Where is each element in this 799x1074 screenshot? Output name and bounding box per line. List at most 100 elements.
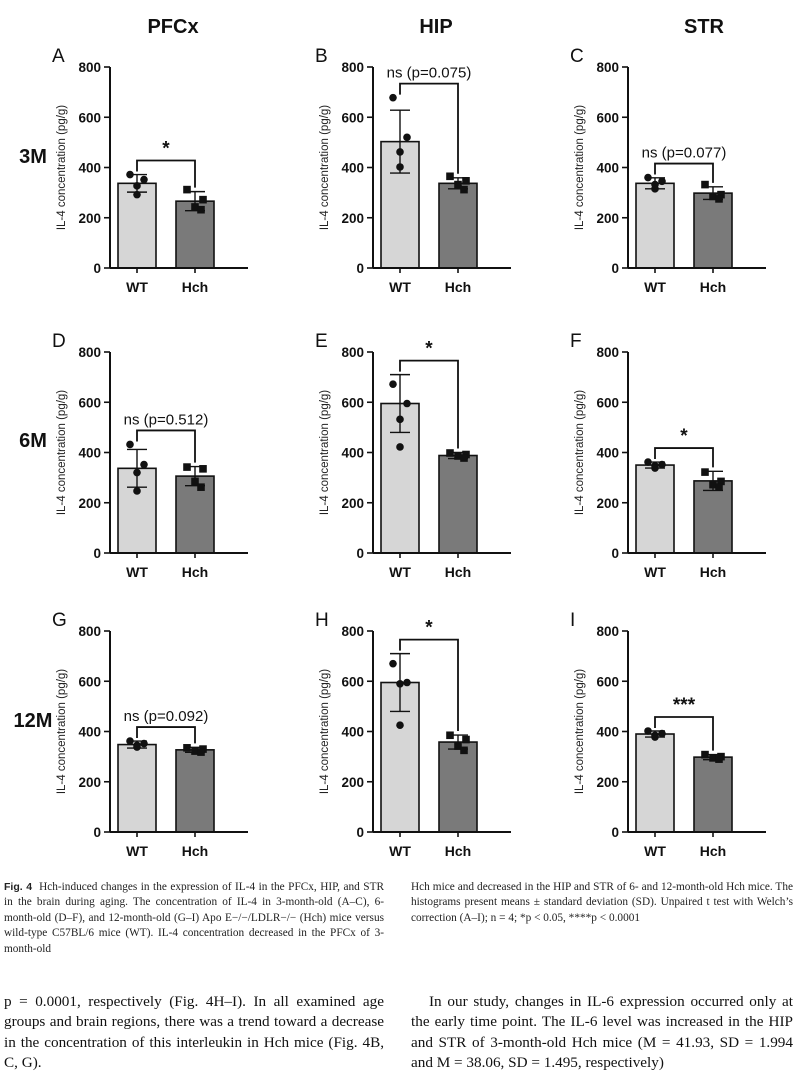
significance-bracket <box>654 716 714 751</box>
data-point-wt <box>403 678 411 687</box>
data-point-hch <box>199 195 207 204</box>
panel-letter: H <box>315 610 329 631</box>
x-tick-label-wt: WT <box>126 564 148 580</box>
x-tick-label-wt: WT <box>389 279 411 295</box>
data-point-wt <box>403 133 411 142</box>
data-point-hch <box>717 477 725 486</box>
data-point-wt <box>133 468 141 477</box>
y-tick-label: 200 <box>341 775 364 790</box>
bar-hch <box>693 756 733 833</box>
y-tick-label: 400 <box>341 446 364 461</box>
y-tick-label: 0 <box>93 825 101 840</box>
y-tick-label: 800 <box>78 60 101 75</box>
y-tick-label: 200 <box>341 496 364 511</box>
figure-caption-right: Hch mice and decreased in the HIP and ST… <box>411 880 793 926</box>
x-tick-label-hch: Hch <box>700 564 726 580</box>
data-point-hch <box>701 468 709 476</box>
bar-hch <box>693 480 733 554</box>
significance-bracket <box>399 359 459 449</box>
data-point-hch <box>709 754 717 762</box>
y-tick-label: 600 <box>341 395 364 410</box>
y-tick-label: 0 <box>611 261 619 276</box>
y-tick-label: 600 <box>596 395 619 410</box>
y-tick-label: 600 <box>78 110 101 125</box>
panel-letter: I <box>570 610 575 631</box>
y-tick-label: 400 <box>596 446 619 461</box>
data-point-hch <box>446 449 454 457</box>
data-point-wt <box>396 443 404 451</box>
data-point-hch <box>191 477 199 486</box>
data-point-wt <box>389 93 397 102</box>
y-tick-label: 0 <box>611 825 619 840</box>
x-tick-label-hch: Hch <box>445 279 471 295</box>
x-tick-label-wt: WT <box>389 564 411 580</box>
data-point-hch <box>701 750 709 759</box>
x-tick-label-hch: Hch <box>182 564 208 580</box>
data-point-hch <box>709 192 717 201</box>
data-point-wt <box>396 148 404 156</box>
data-point-wt <box>140 460 148 469</box>
y-tick-label: 200 <box>78 211 101 226</box>
data-point-wt <box>140 739 148 748</box>
bar-hch <box>438 182 478 269</box>
data-point-hch <box>715 195 723 203</box>
data-point-wt <box>396 163 404 171</box>
panel-letter: A <box>52 46 65 67</box>
y-axis-label: IL-4 concentration (pg/g) <box>574 390 586 515</box>
y-tick-label: 200 <box>596 496 619 511</box>
x-tick-label-hch: Hch <box>445 564 471 580</box>
panel-i: I IL-4 concentration (pg/g) 0 200 400 600 800 W… <box>570 610 766 859</box>
data-point-wt <box>126 440 134 449</box>
data-point-wt <box>396 415 404 424</box>
caption-right-text: Hch mice and decreased in the HIP and ST… <box>411 881 793 924</box>
significance-label: *** <box>673 695 696 716</box>
x-tick-label-wt: WT <box>126 279 148 295</box>
panel-letter: B <box>315 46 328 67</box>
data-point-hch <box>460 454 468 462</box>
x-tick-label-wt: WT <box>644 564 666 580</box>
row-label-6m: 6M <box>19 430 47 452</box>
data-point-wt <box>126 170 134 179</box>
panel-f: F IL-4 concentration (pg/g) 0 200 400 600 800 W… <box>570 331 766 580</box>
data-point-hch <box>462 735 470 744</box>
data-point-hch <box>197 748 205 756</box>
panel-e: E IL-4 concentration (pg/g) 0 200 400 600 800 W… <box>315 331 511 580</box>
bar-hch <box>438 454 478 554</box>
panel-letter: D <box>52 331 66 352</box>
y-tick-label: 800 <box>341 60 364 75</box>
data-point-wt <box>644 458 652 466</box>
data-point-hch <box>191 203 199 211</box>
y-tick-label: 200 <box>78 775 101 790</box>
y-tick-label: 0 <box>356 261 364 276</box>
caption-left-text: Hch-induced changes in the expression of… <box>4 881 384 955</box>
x-tick-label-wt: WT <box>644 279 666 295</box>
significance-label: * <box>425 618 433 639</box>
y-tick-label: 200 <box>596 775 619 790</box>
data-point-wt <box>651 733 659 741</box>
figure-4-panels: PFCx HIP STR 3M 6M 12M A IL-4 concentrati… <box>14 16 766 859</box>
y-tick-label: 600 <box>596 110 619 125</box>
y-tick-label: 800 <box>341 624 364 639</box>
y-axis-label: IL-4 concentration (pg/g) <box>319 390 331 515</box>
data-point-wt <box>389 380 397 388</box>
y-tick-label: 0 <box>93 546 101 561</box>
bar-hch <box>693 192 733 269</box>
bar-hch <box>175 749 215 833</box>
data-point-wt <box>651 185 659 193</box>
data-point-wt <box>133 743 141 751</box>
y-tick-label: 800 <box>596 60 619 75</box>
y-tick-label: 400 <box>341 725 364 740</box>
x-tick-label-hch: Hch <box>700 279 726 295</box>
y-tick-label: 0 <box>93 261 101 276</box>
y-tick-label: 400 <box>341 161 364 176</box>
data-point-hch <box>717 190 725 199</box>
body-text-right: In our study, changes in IL-6 expression… <box>411 992 793 1074</box>
data-point-hch <box>183 744 191 752</box>
data-point-wt <box>658 177 666 186</box>
data-point-hch <box>454 742 462 750</box>
data-point-hch <box>460 746 468 755</box>
data-point-wt <box>396 679 404 688</box>
data-point-hch <box>446 731 454 740</box>
significance-bracket <box>399 82 459 174</box>
significance-bracket <box>136 159 196 188</box>
